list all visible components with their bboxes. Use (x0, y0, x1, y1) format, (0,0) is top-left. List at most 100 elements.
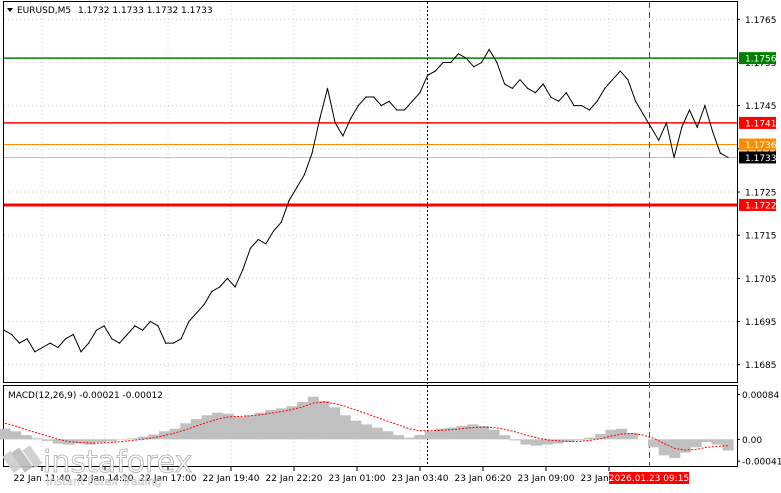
price-point (165, 342, 167, 344)
price-point (303, 174, 305, 176)
price-point (319, 118, 321, 120)
price-point (673, 156, 675, 159)
main-pane-frame (3, 1, 738, 383)
macd-histogram-bar (456, 426, 468, 440)
price-point (296, 187, 298, 189)
y-tick-label: 1.1685 (745, 361, 777, 371)
price-point (704, 105, 706, 107)
price-series (3, 48, 729, 353)
price-point (149, 320, 151, 323)
price-point (465, 57, 467, 59)
price-point (658, 139, 660, 141)
macd-histogram-bar (541, 439, 553, 445)
x-tick-label: 23 Jan 06:20 (455, 474, 512, 484)
macd-histogram-bar (286, 406, 298, 440)
y-tick-label: 1.1695 (745, 318, 777, 328)
price-point (519, 79, 521, 81)
macd-histogram-bar (297, 402, 309, 440)
price-point (65, 338, 67, 340)
price-point (242, 269, 244, 271)
level-price-tag (739, 151, 776, 164)
price-point (596, 100, 598, 102)
price-point (26, 338, 28, 340)
x-tick-label: 22 Jan 11:40 (14, 474, 71, 484)
price-point (188, 320, 190, 323)
macd-histogram-bar (499, 435, 511, 440)
macd-histogram-bar (116, 439, 128, 440)
macd-histogram-bar (594, 434, 606, 440)
macd-y-tick-label: 0.00084 (742, 391, 779, 401)
price-point (357, 105, 359, 107)
macd-histogram-bar (201, 415, 213, 440)
price-point (442, 61, 444, 64)
macd-histogram-bar (552, 439, 564, 444)
level-price-label: 1.1756 (745, 55, 777, 65)
macd-histogram-bar (573, 439, 585, 441)
macd-histogram-bar (148, 434, 160, 440)
price-point (373, 96, 375, 98)
macd-histogram-bar (318, 400, 330, 440)
price-point (3, 329, 5, 331)
macd-indicator: 0.00084 0.00 -0.00041 (0, 391, 781, 468)
macd-histogram-bar (361, 424, 373, 440)
macd-histogram-bar (446, 427, 458, 440)
macd-y-tick-label: 0.00 (742, 436, 762, 446)
price-point (118, 342, 121, 344)
macd-title: MACD(12,26,9) -0.00021 -0.00012 (8, 391, 163, 401)
level-price-label: 1.1722 (745, 201, 777, 211)
chart-header: EURUSD,M5 1.1732 1.1733 1.1732 1.1733 (7, 6, 213, 16)
price-point (380, 105, 382, 107)
price-point (611, 79, 614, 81)
price-point (403, 109, 406, 111)
price-point (280, 221, 282, 223)
price-point (527, 87, 529, 89)
price-point (34, 351, 36, 353)
macd-histogram-bar (105, 439, 117, 442)
dropdown-triangle-icon[interactable] (7, 8, 13, 12)
price-point (619, 70, 621, 72)
price-point (326, 87, 329, 89)
macd-signal-line (4, 401, 729, 451)
price-point (558, 100, 560, 102)
price-point (257, 238, 259, 241)
price-point (95, 329, 97, 331)
macd-histogram-bar (265, 410, 277, 440)
macd-histogram-bar (84, 439, 96, 445)
macd-histogram-bar (275, 408, 287, 440)
price-point (57, 346, 59, 349)
level-price-tag (739, 138, 776, 151)
price-point (126, 333, 128, 336)
macd-histogram-bar (329, 407, 341, 440)
macd-histogram-bar (371, 427, 383, 440)
macd-histogram-bar (0, 428, 11, 440)
price-point (642, 113, 644, 115)
x-tick-label: 23 Jan 01:00 (329, 474, 386, 484)
macd-histogram-bar (307, 396, 319, 440)
price-point (573, 105, 575, 107)
level-price-tag (739, 116, 776, 129)
price-point (342, 135, 344, 137)
price-point (719, 152, 721, 154)
price-point (196, 312, 198, 314)
macd-histogram-bar (563, 439, 575, 442)
price-point (627, 79, 629, 81)
macd-histogram-bar (31, 438, 43, 440)
macd-histogram-bar (222, 413, 234, 440)
macd-histogram-bar (679, 439, 691, 453)
cursor-time-label: 2026.01.23 09:15 (609, 474, 689, 484)
price-point (172, 342, 174, 344)
macd-histogram-bar (414, 435, 426, 440)
macd-histogram-bar (212, 412, 224, 440)
macd-histogram-bar (169, 428, 181, 440)
macd-histogram-bar (127, 438, 139, 440)
price-point (103, 325, 105, 327)
x-tick-label: 22 Jan 22:20 (266, 474, 323, 484)
price-point (180, 338, 182, 340)
macd-histogram-bar (244, 415, 256, 440)
macd-histogram-bar (648, 439, 660, 448)
macd-histogram-bar (233, 416, 245, 440)
macd-histogram-bar (467, 424, 479, 440)
macd-histogram-bar (10, 431, 22, 440)
macd-histogram-bar (435, 428, 447, 440)
